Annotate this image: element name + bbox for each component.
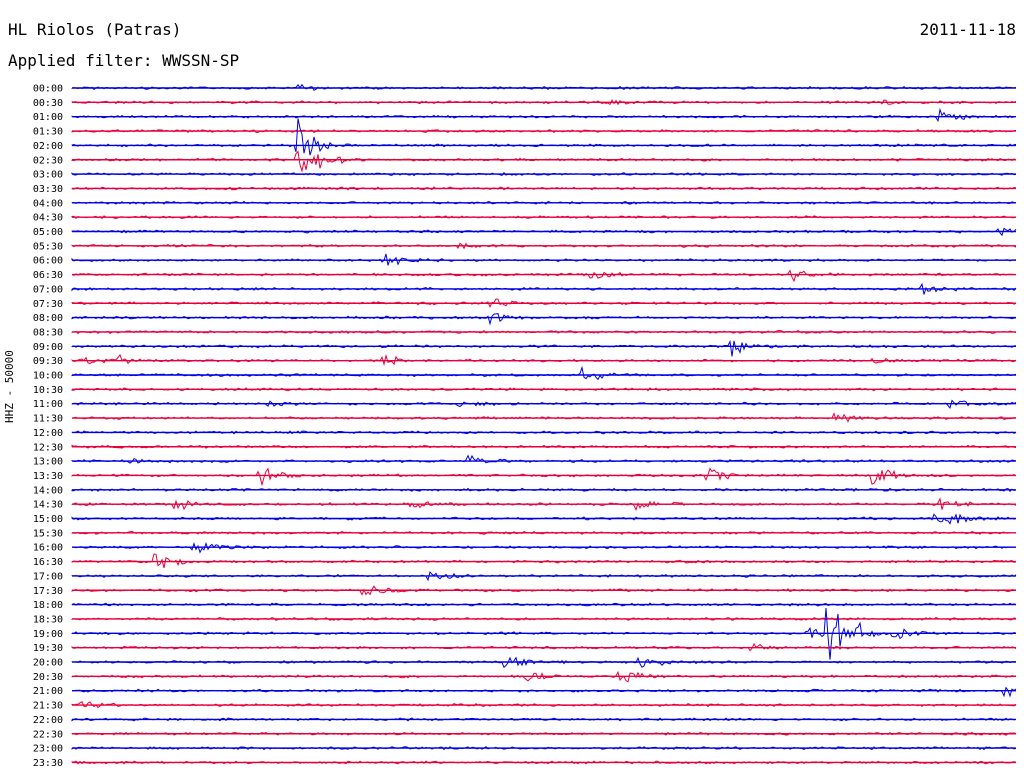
time-label: 04:30: [33, 213, 63, 224]
filter-label: Applied filter: WWSSN-SP: [8, 51, 240, 70]
trace-line: [72, 686, 1017, 698]
time-label: 02:30: [33, 155, 63, 166]
time-label: 21:00: [33, 686, 63, 697]
trace-line: [71, 150, 1017, 173]
time-label: 08:30: [33, 327, 63, 338]
trace-group: [71, 83, 1017, 765]
time-label: 14:30: [33, 500, 63, 511]
time-label: 17:30: [33, 586, 63, 597]
time-label: 18:30: [33, 614, 63, 625]
time-label: 11:00: [33, 399, 63, 410]
trace-line: [71, 107, 1017, 123]
trace-line: [71, 118, 1017, 156]
trace-line: [71, 454, 1017, 464]
time-label: 01:30: [33, 127, 63, 138]
time-label: 23:30: [33, 758, 63, 769]
time-label: 04:00: [33, 198, 63, 209]
trace-line: [71, 313, 1017, 326]
trace-line: [71, 530, 1017, 535]
time-label: 19:30: [33, 643, 63, 654]
time-label: 09:00: [33, 342, 63, 353]
time-label: 03:00: [33, 170, 63, 181]
trace-line: [71, 353, 1017, 367]
time-label: 08:00: [33, 313, 63, 324]
time-label: 15:30: [33, 528, 63, 539]
time-label: 06:30: [33, 270, 63, 281]
time-label: 07:30: [33, 299, 63, 310]
time-label: 13:00: [33, 457, 63, 468]
time-label: 23:00: [33, 744, 63, 755]
trace-line: [71, 365, 1017, 381]
time-label: 11:30: [33, 414, 63, 425]
trace-line: [71, 467, 1017, 487]
time-label: 02:00: [33, 141, 63, 152]
time-label: 12:30: [33, 442, 63, 453]
trace-line: [71, 269, 1017, 283]
time-label: 16:30: [33, 557, 63, 568]
time-label: 20:00: [33, 658, 63, 669]
time-label: 05:00: [33, 227, 63, 238]
time-label: 22:00: [33, 715, 63, 726]
time-label: 21:30: [33, 701, 63, 712]
time-label: 01:00: [33, 112, 63, 123]
time-label: 13:30: [33, 471, 63, 482]
time-label: 03:30: [33, 184, 63, 195]
station-title: HL Riolos (Patras): [8, 20, 182, 39]
trace-line: [71, 339, 1017, 357]
record-date: 2011-11-18: [919, 20, 1016, 39]
time-label: 10:00: [33, 371, 63, 382]
time-label: 22:30: [33, 729, 63, 740]
time-label: 07:00: [33, 284, 63, 295]
time-label: 18:00: [33, 600, 63, 611]
time-label: 10:30: [33, 385, 63, 396]
time-label: 05:30: [33, 241, 63, 252]
time-label: 20:30: [33, 672, 63, 683]
time-label: 17:00: [33, 571, 63, 582]
time-label: 09:30: [33, 356, 63, 367]
time-label: 16:00: [33, 543, 63, 554]
time-label: 00:30: [33, 98, 63, 109]
time-label: 12:00: [33, 428, 63, 439]
time-label: 19:00: [33, 629, 63, 640]
time-label: 06:00: [33, 256, 63, 267]
time-label-group: 00:00 00:30 01:00 01:30 02:00 02:30 03:00 03:30…: [33, 84, 63, 769]
time-label: 15:00: [33, 514, 63, 525]
time-label: 00:00: [33, 84, 63, 95]
time-label: 14:00: [33, 485, 63, 496]
